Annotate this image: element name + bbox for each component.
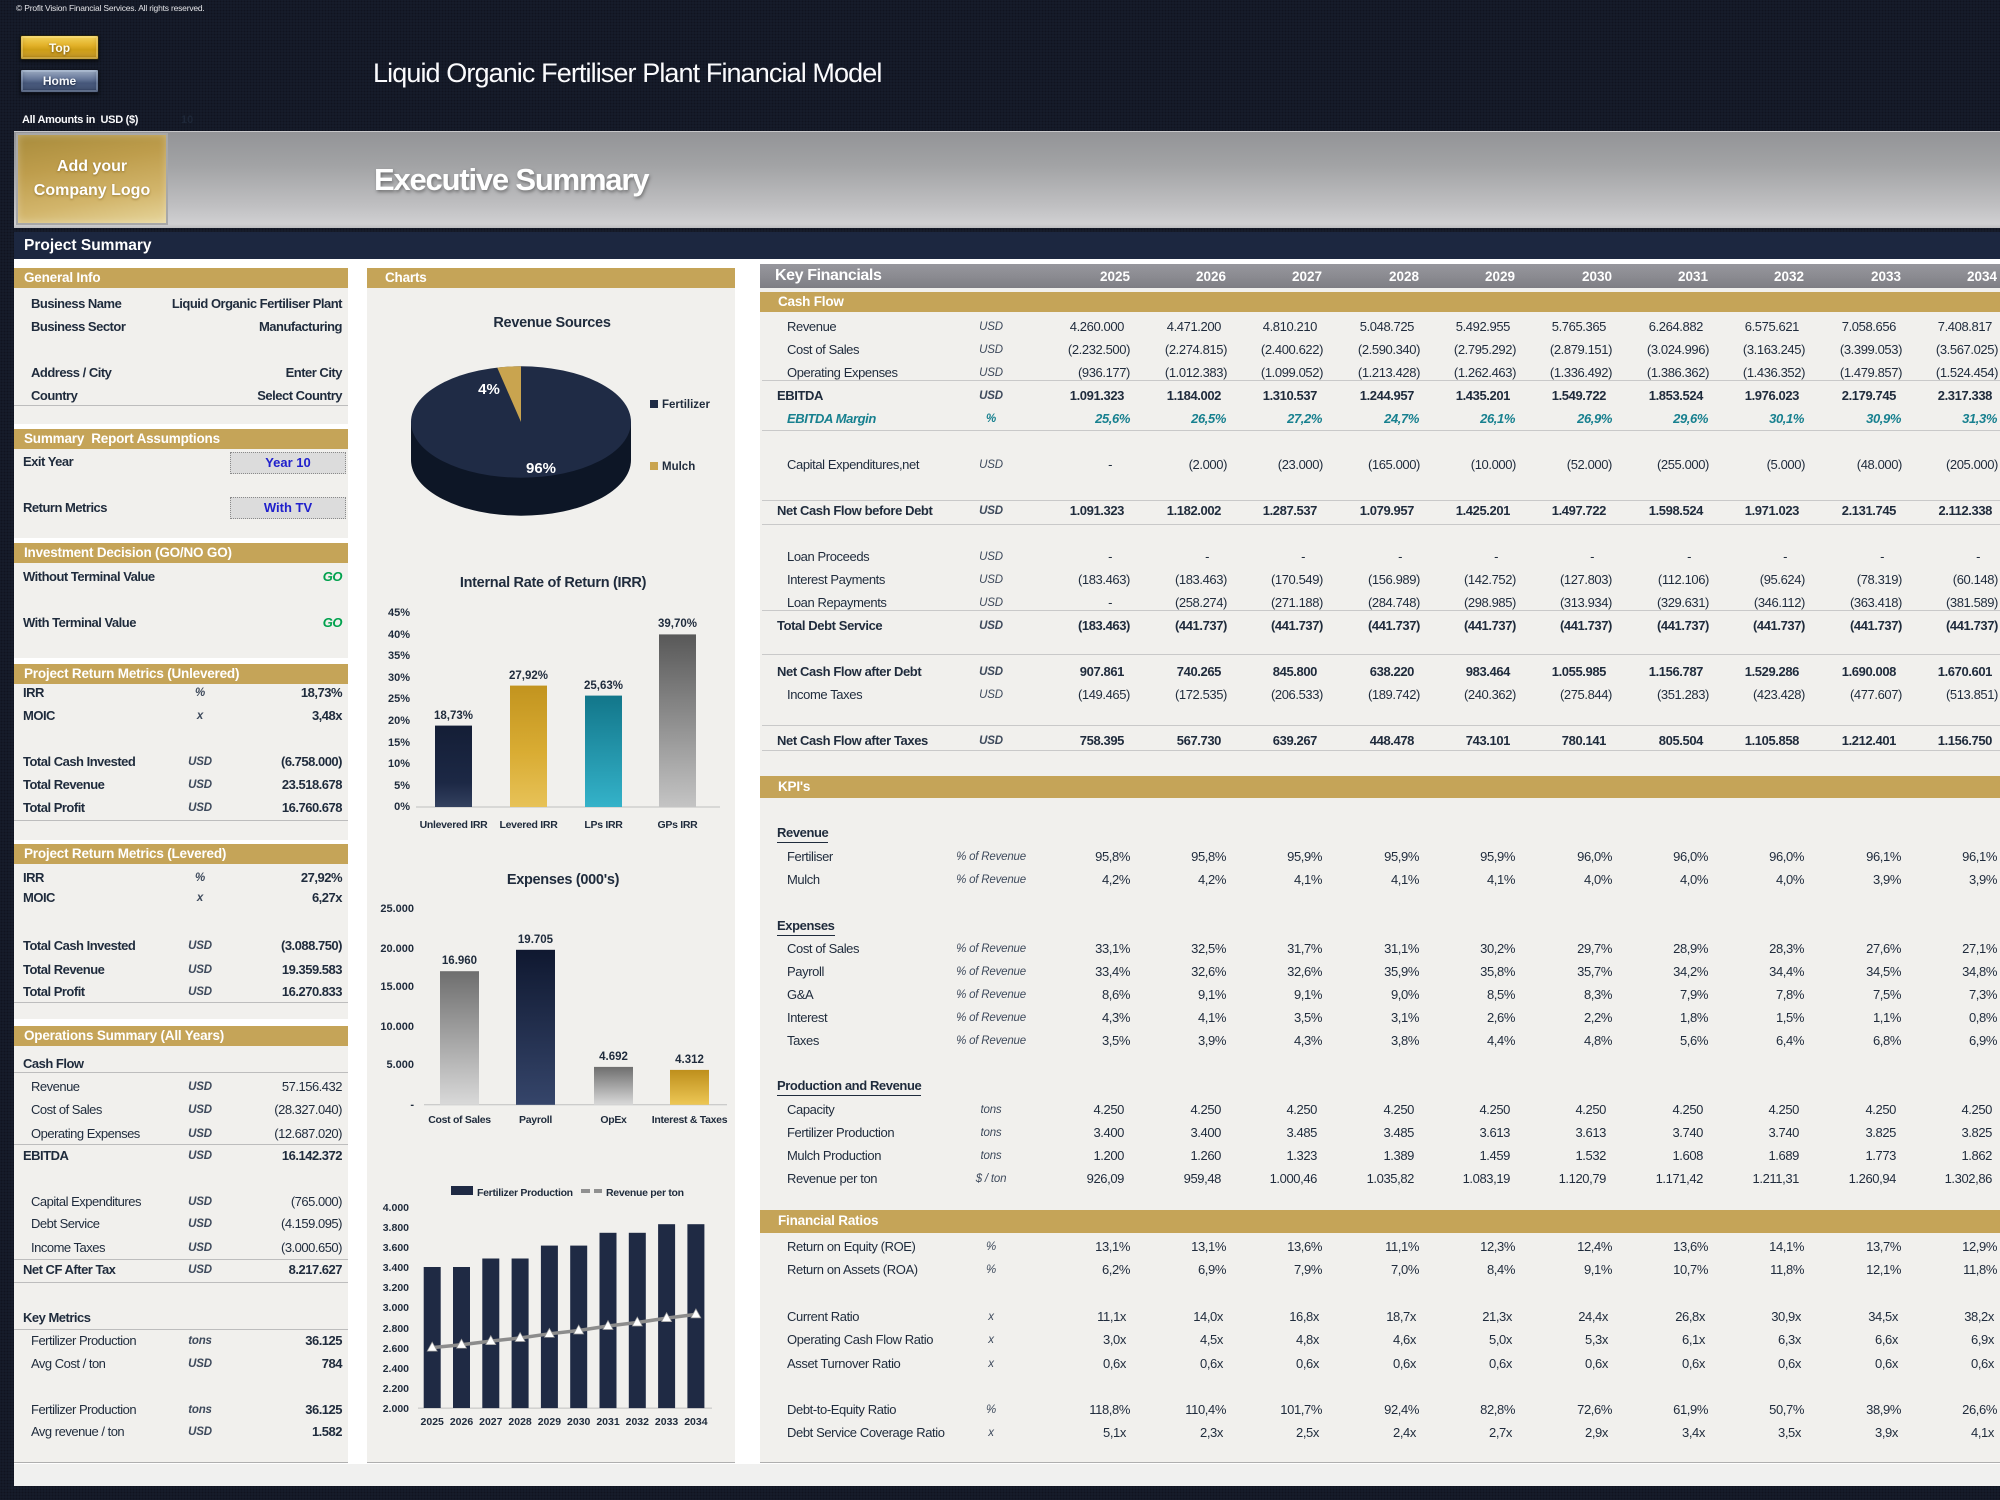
svg-text:2025: 2025 bbox=[421, 1416, 445, 1428]
svg-text:0%: 0% bbox=[394, 801, 410, 813]
svg-text:5.000: 5.000 bbox=[386, 1059, 414, 1071]
svg-text:2.400: 2.400 bbox=[383, 1363, 409, 1375]
svg-text:16.960: 16.960 bbox=[442, 955, 477, 967]
svg-text:15%: 15% bbox=[388, 737, 410, 749]
svg-text:2.200: 2.200 bbox=[383, 1383, 409, 1395]
svg-text:39,70%: 39,70% bbox=[658, 618, 697, 630]
svg-text:2.600: 2.600 bbox=[383, 1343, 409, 1355]
svg-text:2026: 2026 bbox=[450, 1416, 474, 1428]
svg-text:4.000: 4.000 bbox=[383, 1202, 409, 1214]
svg-text:Revenue per ton: Revenue per ton bbox=[606, 1187, 684, 1199]
svg-text:3.000: 3.000 bbox=[383, 1302, 409, 1314]
svg-text:25%: 25% bbox=[388, 693, 410, 705]
svg-text:Fertilizer: Fertilizer bbox=[662, 399, 710, 411]
svg-text:27,92%: 27,92% bbox=[509, 670, 548, 682]
svg-text:2031: 2031 bbox=[596, 1416, 620, 1428]
svg-text:OpEx: OpEx bbox=[600, 1114, 627, 1126]
svg-text:Interest & Taxes: Interest & Taxes bbox=[652, 1114, 728, 1126]
svg-text:2034: 2034 bbox=[684, 1416, 708, 1428]
svg-text:96%: 96% bbox=[526, 460, 556, 477]
svg-text:25.000: 25.000 bbox=[380, 903, 414, 915]
svg-text:Payroll: Payroll bbox=[519, 1114, 552, 1126]
svg-text:2032: 2032 bbox=[626, 1416, 650, 1428]
svg-text:2.000: 2.000 bbox=[383, 1403, 409, 1415]
svg-text:45%: 45% bbox=[388, 607, 410, 619]
svg-text:30%: 30% bbox=[388, 672, 410, 684]
svg-text:3.600: 3.600 bbox=[383, 1242, 409, 1254]
svg-text:2030: 2030 bbox=[567, 1416, 591, 1428]
svg-text:3.400: 3.400 bbox=[383, 1262, 409, 1274]
svg-text:20.000: 20.000 bbox=[380, 943, 414, 955]
svg-text:LPs IRR: LPs IRR bbox=[584, 819, 623, 831]
svg-text:Levered IRR: Levered IRR bbox=[500, 819, 559, 831]
svg-text:4%: 4% bbox=[478, 381, 500, 398]
svg-text:Expenses (000's): Expenses (000's) bbox=[507, 872, 620, 888]
svg-text:15.000: 15.000 bbox=[380, 981, 414, 993]
svg-text:Internal Rate of Return (IRR): Internal Rate of Return (IRR) bbox=[460, 575, 647, 591]
svg-text:2028: 2028 bbox=[508, 1416, 532, 1428]
svg-text:3.200: 3.200 bbox=[383, 1282, 409, 1294]
svg-text:19.705: 19.705 bbox=[518, 934, 554, 946]
svg-text:2029: 2029 bbox=[538, 1416, 562, 1428]
svg-text:2027: 2027 bbox=[479, 1416, 503, 1428]
svg-text:18,73%: 18,73% bbox=[434, 710, 473, 722]
svg-text:10.000: 10.000 bbox=[380, 1021, 414, 1033]
svg-text:20%: 20% bbox=[388, 715, 410, 727]
svg-text:2.800: 2.800 bbox=[383, 1323, 409, 1335]
svg-text:35%: 35% bbox=[388, 650, 410, 662]
svg-text:2033: 2033 bbox=[655, 1416, 679, 1428]
svg-text:3.800: 3.800 bbox=[383, 1222, 409, 1234]
svg-text:4.692: 4.692 bbox=[599, 1051, 628, 1063]
svg-text:Revenue Sources: Revenue Sources bbox=[493, 315, 610, 331]
svg-text:Cost of Sales: Cost of Sales bbox=[428, 1114, 491, 1126]
svg-text:Mulch: Mulch bbox=[662, 461, 695, 473]
svg-text:5%: 5% bbox=[394, 780, 410, 792]
svg-text:Fertilizer Production: Fertilizer Production bbox=[477, 1187, 573, 1199]
svg-text:25,63%: 25,63% bbox=[584, 680, 623, 692]
svg-text:10%: 10% bbox=[388, 758, 410, 770]
svg-text:GPs IRR: GPs IRR bbox=[658, 819, 699, 831]
svg-text:-: - bbox=[410, 1099, 414, 1111]
svg-text:4.312: 4.312 bbox=[675, 1054, 704, 1066]
svg-text:40%: 40% bbox=[388, 629, 410, 641]
svg-text:Unlevered IRR: Unlevered IRR bbox=[420, 819, 489, 831]
